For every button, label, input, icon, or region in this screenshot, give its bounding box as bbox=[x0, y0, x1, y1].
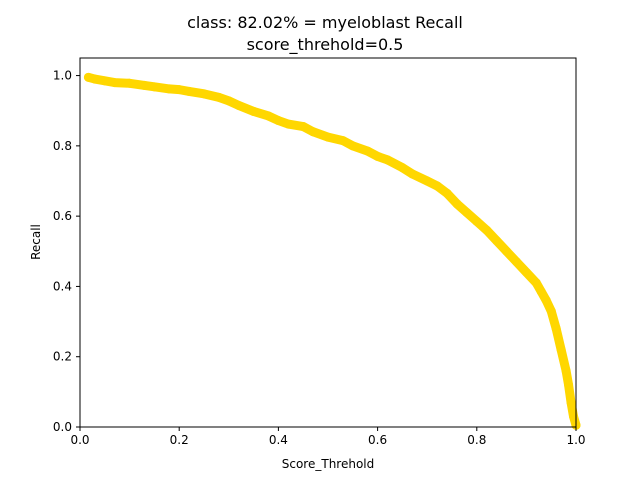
plot-frame bbox=[79, 57, 577, 428]
recall-data-point bbox=[546, 306, 556, 316]
chart-title-line-2: score_threhold=0.5 bbox=[247, 35, 404, 55]
recall-data-point bbox=[184, 86, 194, 96]
y-tick-label: 1.0 bbox=[53, 69, 72, 83]
recall-data-point bbox=[363, 146, 373, 156]
recall-data-point bbox=[452, 199, 462, 209]
recall-data-point bbox=[564, 380, 574, 390]
y-tick-label: 0.4 bbox=[53, 279, 72, 293]
recall-data-point bbox=[407, 169, 417, 179]
recall-data-point bbox=[502, 246, 512, 256]
recall-data-point bbox=[139, 80, 149, 90]
recall-data-point bbox=[338, 136, 348, 146]
recall-data-point bbox=[323, 132, 333, 142]
recall-data-point bbox=[397, 163, 407, 173]
recall-data-point bbox=[273, 116, 283, 126]
recall-data-point bbox=[561, 366, 571, 376]
x-axis-ticks: 0.0 0.2 0.4 0.6 0.8 1.0 bbox=[70, 427, 586, 447]
recall-data-point bbox=[214, 92, 224, 102]
y-tick-label: 0.8 bbox=[53, 139, 72, 153]
recall-data-point bbox=[569, 411, 579, 421]
x-tick-label: 1.0 bbox=[566, 433, 585, 447]
recall-data-point bbox=[521, 267, 531, 277]
plot-marks bbox=[83, 72, 581, 430]
recall-data-point bbox=[249, 106, 259, 116]
recall-data-point bbox=[556, 345, 566, 355]
y-axis-ticks: 0.0 0.2 0.4 0.6 0.8 1.0 bbox=[53, 69, 80, 434]
recall-data-point bbox=[110, 78, 120, 88]
x-tick-label: 0.4 bbox=[269, 433, 288, 447]
recall-data-point bbox=[263, 111, 273, 121]
recall-data-point bbox=[298, 122, 308, 132]
x-tick-label: 0.6 bbox=[368, 433, 387, 447]
recall-data-point bbox=[462, 208, 472, 218]
x-tick-label: 0.0 bbox=[70, 433, 89, 447]
recall-data-point bbox=[531, 278, 541, 288]
recall-data-point bbox=[442, 188, 452, 198]
recall-data-point bbox=[125, 78, 135, 88]
y-axis-label: Recall bbox=[29, 224, 43, 260]
recall-data-point bbox=[308, 127, 318, 137]
recall-data-point bbox=[199, 89, 209, 99]
recall-data-point bbox=[536, 287, 546, 297]
recall-data-point bbox=[283, 119, 293, 129]
recall-data-point bbox=[234, 100, 244, 110]
recall-data-point bbox=[551, 324, 561, 334]
recall-data-point bbox=[90, 74, 100, 84]
recall-data-point bbox=[383, 155, 393, 165]
x-tick-label: 0.2 bbox=[170, 433, 189, 447]
y-tick-label: 0.0 bbox=[53, 420, 72, 434]
recall-data-point bbox=[492, 236, 502, 246]
y-tick-label: 0.2 bbox=[53, 350, 72, 364]
recall-data-point bbox=[373, 151, 383, 161]
recall-data-point bbox=[100, 76, 110, 86]
recall-data-point bbox=[541, 295, 551, 305]
recall-data-point bbox=[566, 397, 576, 407]
recall-data-point bbox=[511, 257, 521, 267]
recall-data-point bbox=[348, 141, 358, 151]
x-axis-label: Score_Threhold bbox=[282, 457, 375, 471]
recall-data-point bbox=[149, 82, 159, 92]
recall-data-point bbox=[164, 84, 174, 94]
recall-data-point bbox=[472, 216, 482, 226]
recall-data-point bbox=[224, 96, 234, 106]
chart-title-line-1: class: 82.02% = myeloblast Recall bbox=[187, 13, 463, 32]
recall-data-point bbox=[482, 225, 492, 235]
recall-data-point bbox=[174, 85, 184, 95]
y-tick-label: 0.6 bbox=[53, 209, 72, 223]
recall-data-point bbox=[432, 181, 442, 191]
recall-data-point bbox=[422, 176, 432, 186]
x-tick-label: 0.8 bbox=[467, 433, 486, 447]
